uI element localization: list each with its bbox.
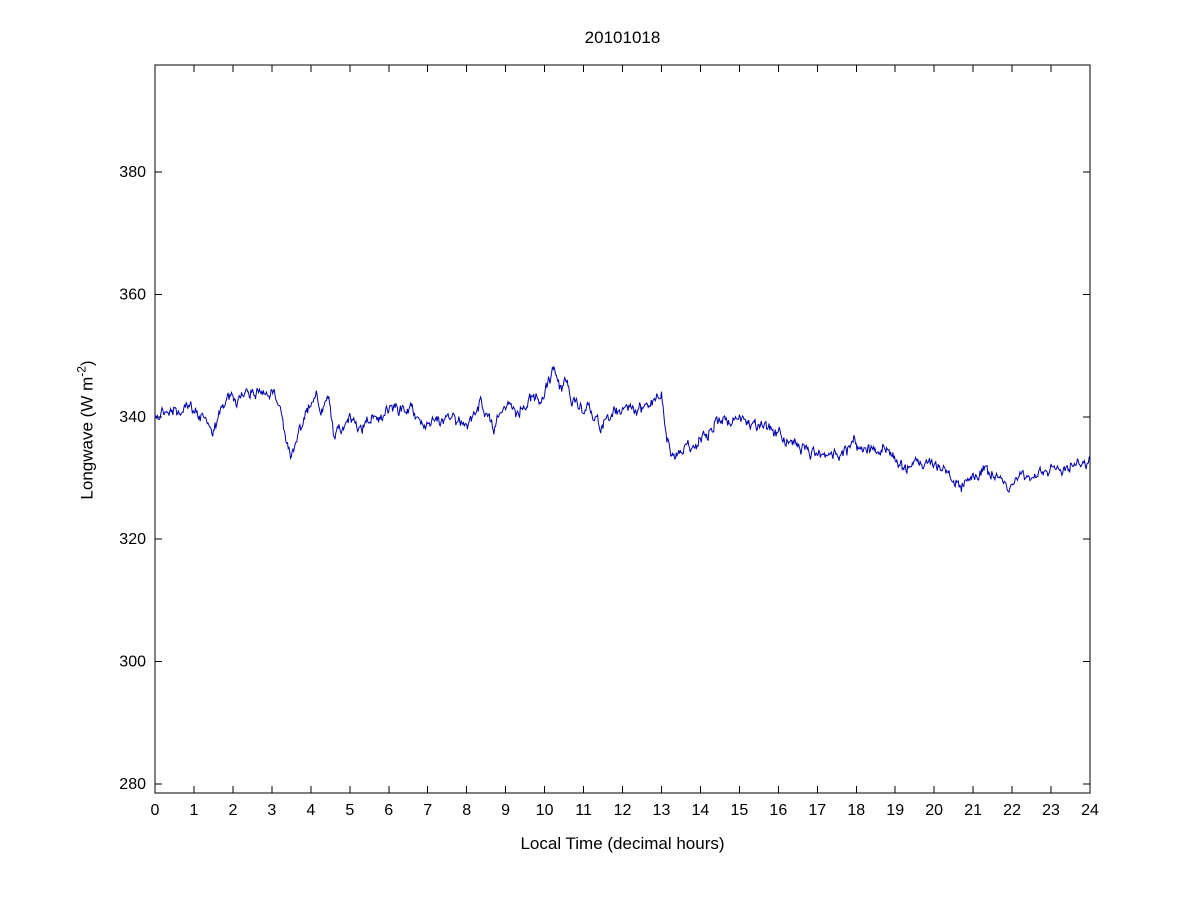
x-tick-label: 23	[1042, 802, 1060, 819]
x-tick-label: 16	[769, 802, 787, 819]
y-tick-label: 300	[119, 653, 146, 670]
x-tick-label: 11	[575, 802, 592, 819]
axis-box	[154, 64, 1091, 794]
y-tick-label: 360	[119, 286, 146, 303]
data-line	[154, 365, 1091, 494]
chart-title: 20101018	[584, 28, 661, 47]
x-tick-label: 10	[536, 802, 554, 819]
x-tick-label: 2	[228, 802, 237, 819]
x-tick-label: 1	[190, 802, 199, 819]
x-tick-label: 21	[964, 802, 982, 819]
x-tick-label: 3	[267, 802, 276, 819]
x-tick-label: 6	[384, 802, 393, 819]
x-tick-label: 5	[345, 802, 354, 819]
x-tick-label: 17	[808, 802, 826, 819]
y-axis-label: Longwave (W m-2)	[75, 360, 98, 499]
x-tick-label: 19	[886, 802, 904, 819]
y-tick-label: 380	[119, 164, 146, 181]
x-tick-label: 12	[614, 802, 632, 819]
x-tick-label: 15	[730, 802, 748, 819]
x-axis-label: Local Time (decimal hours)	[520, 834, 725, 853]
x-tick-label: 9	[501, 802, 510, 819]
x-tick-label: 0	[151, 802, 160, 819]
x-tick-label: 13	[653, 802, 671, 819]
x-tick-label: 4	[306, 802, 315, 819]
y-tick-label: 280	[119, 776, 146, 793]
x-tick-label: 22	[1003, 802, 1021, 819]
x-tick-label: 14	[692, 802, 710, 819]
x-tick-label: 20	[925, 802, 943, 819]
x-tick-label: 8	[462, 802, 471, 819]
x-tick-label: 7	[423, 802, 432, 819]
y-tick-label: 320	[119, 531, 146, 548]
y-axis-label-exponent: -2	[74, 366, 89, 377]
y-axis-label-base: Longwave (W m	[77, 376, 97, 500]
y-axis-label-close: )	[77, 360, 97, 367]
x-tick-label: 18	[847, 802, 865, 819]
y-tick-label: 340	[119, 409, 146, 426]
x-tick-label: 24	[1081, 802, 1099, 819]
